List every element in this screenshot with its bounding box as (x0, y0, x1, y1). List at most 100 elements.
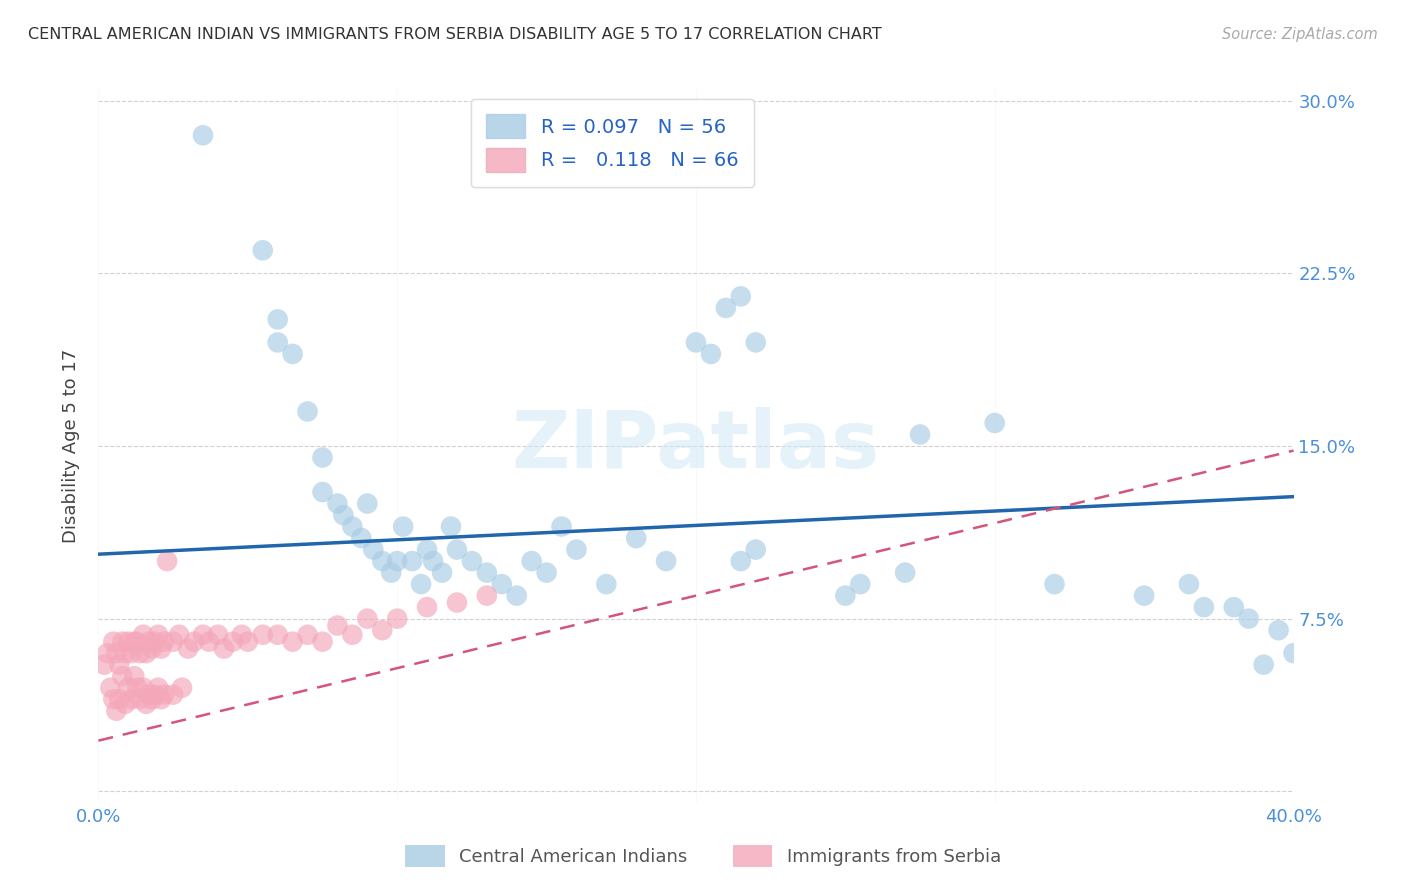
Point (117, 681, 139, 695)
Point (207, 628, 229, 642)
Point (595, 577, 617, 591)
Point (745, 335, 768, 350)
Point (162, 634, 184, 648)
Point (103, 634, 125, 648)
Point (267, 335, 290, 350)
Point (183, 634, 205, 648)
Text: ZIPatlas: ZIPatlas (512, 407, 880, 485)
Point (1223, 600, 1246, 615)
Point (536, 566, 558, 580)
Point (138, 688, 160, 702)
Point (1178, 577, 1201, 591)
Point (141, 692, 163, 706)
Point (124, 669, 146, 683)
Point (100, 681, 122, 695)
Legend: R = 0.097   N = 56, R =   0.118   N = 66: R = 0.097 N = 56, R = 0.118 N = 66 (471, 99, 754, 187)
Text: CENTRAL AMERICAN INDIAN VS IMMIGRANTS FROM SERBIA DISABILITY AGE 5 TO 17 CORRELA: CENTRAL AMERICAN INDIAN VS IMMIGRANTS FR… (28, 27, 882, 42)
Point (520, 554, 543, 568)
Point (475, 589, 498, 603)
Point (475, 566, 498, 580)
Point (984, 416, 1007, 430)
Point (363, 542, 385, 557)
Point (148, 681, 170, 695)
Point (120, 692, 142, 706)
Point (153, 634, 176, 648)
Point (124, 634, 146, 648)
Point (422, 554, 444, 568)
Point (135, 697, 157, 711)
Point (326, 497, 349, 511)
Text: Source: ZipAtlas.com: Source: ZipAtlas.com (1222, 27, 1378, 42)
Point (1043, 577, 1066, 591)
Point (440, 519, 463, 533)
Point (132, 681, 155, 695)
Point (385, 612, 409, 626)
Point (565, 542, 588, 557)
Point (342, 519, 364, 533)
Point (297, 404, 319, 418)
Point (127, 634, 149, 648)
Point (392, 519, 415, 533)
Point (231, 628, 253, 642)
Point (150, 641, 173, 656)
Point (267, 312, 290, 326)
Point (1133, 589, 1156, 603)
Point (108, 657, 131, 672)
Point (281, 347, 304, 361)
Point (111, 634, 134, 648)
Point (281, 634, 304, 648)
Point (1237, 612, 1260, 626)
Point (401, 554, 423, 568)
Point (685, 335, 707, 350)
Point (156, 554, 179, 568)
Point (416, 600, 439, 615)
Point (714, 301, 737, 315)
Point (1253, 657, 1275, 672)
Point (172, 681, 194, 695)
Point (350, 531, 373, 545)
Point (311, 485, 333, 500)
Point (236, 634, 259, 648)
Point (745, 542, 768, 557)
Point (356, 497, 378, 511)
Point (150, 692, 173, 706)
Point (103, 692, 125, 706)
Point (730, 289, 752, 303)
Point (105, 704, 128, 718)
Point (127, 681, 149, 695)
Point (252, 244, 274, 258)
Point (311, 634, 333, 648)
Point (894, 566, 917, 580)
Point (162, 688, 184, 702)
Point (326, 618, 349, 632)
Point (117, 634, 139, 648)
Point (143, 634, 166, 648)
Point (342, 628, 364, 642)
Point (191, 128, 214, 143)
Point (105, 646, 128, 660)
Point (198, 634, 221, 648)
Point (297, 628, 319, 642)
Point (120, 646, 142, 660)
Point (191, 628, 214, 642)
Point (1192, 600, 1215, 615)
Point (908, 427, 931, 442)
Point (177, 641, 200, 656)
Point (371, 554, 394, 568)
Legend: Central American Indians, Immigrants from Serbia: Central American Indians, Immigrants fro… (398, 838, 1008, 874)
Point (148, 628, 170, 642)
Point (411, 577, 433, 591)
Point (222, 634, 245, 648)
Point (135, 646, 157, 660)
Point (385, 554, 409, 568)
Point (461, 554, 484, 568)
Point (446, 542, 468, 557)
Point (626, 531, 648, 545)
Point (138, 634, 160, 648)
Y-axis label: Disability Age 5 to 17: Disability Age 5 to 17 (62, 349, 80, 543)
Point (491, 577, 513, 591)
Point (93, 657, 115, 672)
Point (446, 595, 468, 609)
Point (380, 566, 402, 580)
Point (141, 641, 163, 656)
